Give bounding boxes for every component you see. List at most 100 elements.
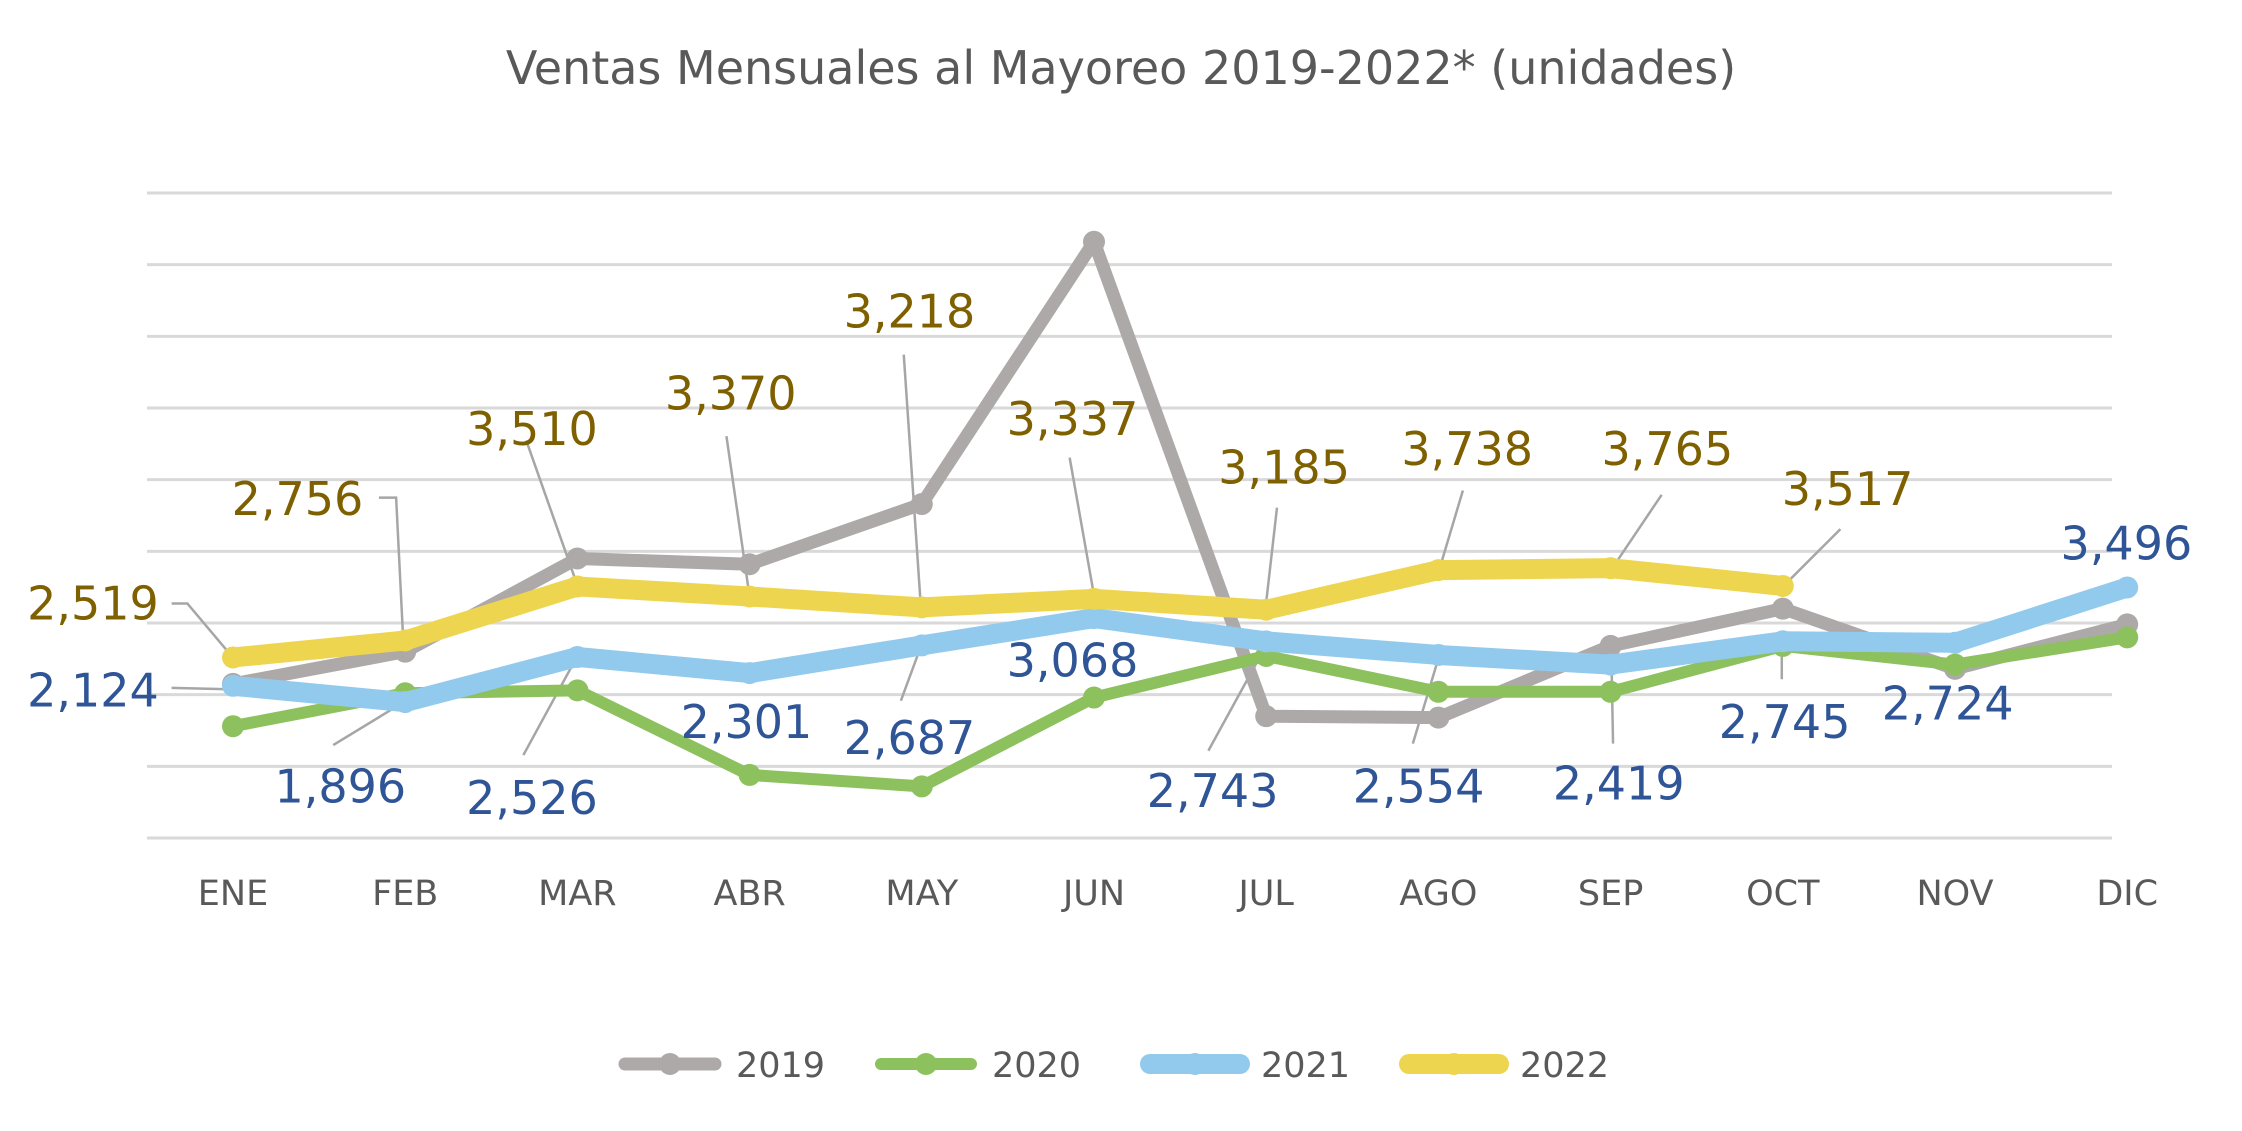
series-2022 — [222, 557, 1794, 669]
data-point — [910, 775, 933, 798]
leader-line — [1437, 490, 1465, 573]
data-label-2022: 3,765 — [1602, 422, 1734, 476]
data-label-2021: 3,496 — [2061, 516, 2193, 570]
x-tick-label: ABR — [713, 874, 785, 914]
leader-line — [902, 354, 923, 608]
series-line-2021 — [223, 577, 2138, 713]
leader-line — [1783, 528, 1842, 586]
data-point — [1427, 706, 1450, 729]
x-tick-label: AGO — [1399, 874, 1477, 914]
series-lines — [222, 230, 2139, 798]
data-label-2021: 2,419 — [1553, 757, 1685, 811]
data-point — [222, 715, 244, 738]
data-label-2022: 3,185 — [1218, 441, 1350, 495]
chart-title: Ventas Mensuales al Mayoreo 2019-2022* (… — [506, 41, 1736, 95]
legend-marker — [915, 1053, 937, 1075]
data-point — [1599, 653, 1622, 676]
data-label-2021: 1,896 — [274, 760, 406, 814]
data-label-2022: 2,756 — [232, 472, 364, 526]
legend-marker — [1184, 1053, 1206, 1075]
data-point — [1083, 230, 1105, 253]
data-point — [566, 679, 589, 702]
data-point — [1255, 705, 1278, 728]
data-point — [738, 662, 761, 685]
data-label-2021: 2,301 — [681, 695, 813, 749]
data-point — [2116, 576, 2139, 599]
x-tick-label: FEB — [372, 874, 438, 914]
data-point — [1083, 686, 1105, 709]
data-label-2021: 2,724 — [1882, 677, 2014, 731]
leader-line — [1610, 666, 1615, 744]
data-label-2021: 2,554 — [1353, 760, 1485, 814]
data-label-2022: 3,738 — [1401, 422, 1533, 476]
x-tick-label: JUL — [1236, 874, 1294, 914]
data-labels: 2,124 1,896 2,526 2,301 2,687 3,068 2,743 2,554… — [27, 285, 2192, 825]
data-label-2021: 2,687 — [844, 711, 976, 765]
data-point — [1255, 630, 1278, 653]
data-point — [1427, 559, 1450, 582]
legend-label: 2021 — [1261, 1046, 1350, 1086]
data-label-2022: 3,517 — [1782, 462, 1914, 516]
data-point — [1771, 597, 1794, 620]
legend-item-2021: 2021 — [1140, 1046, 1350, 1086]
data-point — [910, 634, 933, 657]
data-point — [1599, 680, 1622, 703]
data-label-2022: 3,370 — [665, 366, 797, 420]
data-point — [394, 691, 417, 714]
leader-line — [522, 660, 576, 756]
data-point — [566, 645, 589, 668]
data-point — [1083, 587, 1105, 610]
series-2021 — [222, 576, 2139, 714]
x-tick-label: OCT — [1746, 874, 1820, 914]
data-label-2021: 3,068 — [1007, 634, 1139, 688]
x-tick-label: MAR — [538, 874, 616, 914]
data-point — [1944, 631, 1966, 654]
data-point — [1771, 574, 1794, 597]
series-line-2019 — [226, 235, 2134, 725]
data-point — [394, 629, 417, 652]
data-point — [222, 674, 244, 697]
leader-line — [378, 496, 405, 641]
data-label-2022: 3,218 — [844, 285, 976, 339]
legend: 2019 2020 2021 2022 — [618, 1046, 1609, 1086]
x-tick-label: NOV — [1916, 874, 1993, 914]
data-point — [1599, 557, 1622, 580]
data-point — [1083, 607, 1105, 630]
legend-item-2020: 2020 — [875, 1046, 1081, 1086]
x-tick-label: MAY — [885, 874, 958, 914]
legend-label: 2022 — [1520, 1046, 1609, 1086]
data-point — [1255, 598, 1278, 621]
leader-line — [171, 686, 229, 691]
leader-line — [1264, 507, 1279, 608]
legend-marker — [1443, 1053, 1465, 1075]
x-tick-label: JUN — [1061, 874, 1125, 914]
data-point — [910, 596, 933, 619]
leader-line — [1610, 494, 1663, 570]
data-label-2021: 2,526 — [466, 771, 598, 825]
leader-line — [1411, 657, 1440, 744]
data-point — [566, 575, 589, 598]
x-tick-label: SEP — [1578, 874, 1643, 914]
data-point — [910, 493, 933, 516]
legend-marker — [659, 1053, 681, 1075]
data-label-2022: 3,510 — [466, 402, 598, 456]
data-point — [738, 553, 761, 576]
data-point — [738, 763, 761, 786]
data-point — [1427, 643, 1450, 666]
data-point — [222, 646, 244, 669]
data-label-2022: 3,337 — [1007, 392, 1139, 446]
data-label-2022: 2,519 — [27, 576, 159, 630]
x-tick-label: DIC — [2096, 874, 2158, 914]
data-point — [1944, 653, 1966, 676]
legend-label: 2019 — [736, 1046, 825, 1086]
legend-item-2019: 2019 — [618, 1046, 825, 1086]
data-label-2021: 2,743 — [1147, 764, 1279, 818]
data-point — [1771, 630, 1794, 653]
legend-label: 2020 — [992, 1046, 1081, 1086]
leader-line — [171, 602, 235, 659]
data-point — [1599, 634, 1622, 657]
legend-item-2022: 2022 — [1399, 1046, 1609, 1086]
data-label-2021: 2,745 — [1719, 695, 1851, 749]
data-point — [1427, 680, 1450, 703]
